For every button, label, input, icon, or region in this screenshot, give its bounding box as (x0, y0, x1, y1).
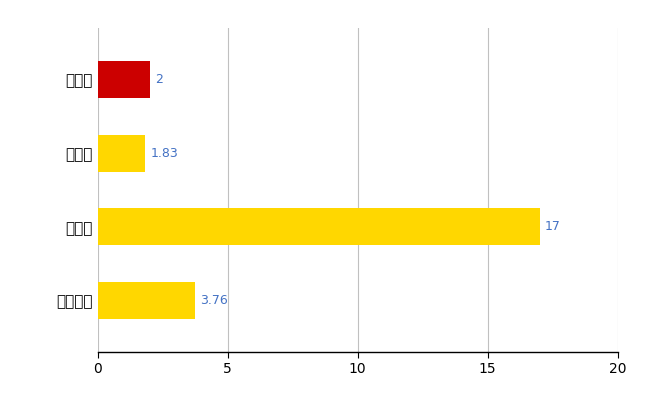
Bar (98, 135, 145, 172)
Text: 1.83: 1.83 (150, 147, 178, 160)
Bar (98, 61, 150, 98)
Bar (98, 208, 540, 245)
Text: 17: 17 (545, 220, 560, 233)
Text: 3.76: 3.76 (200, 294, 228, 307)
Bar (98, 282, 195, 319)
Text: 2: 2 (155, 73, 162, 86)
